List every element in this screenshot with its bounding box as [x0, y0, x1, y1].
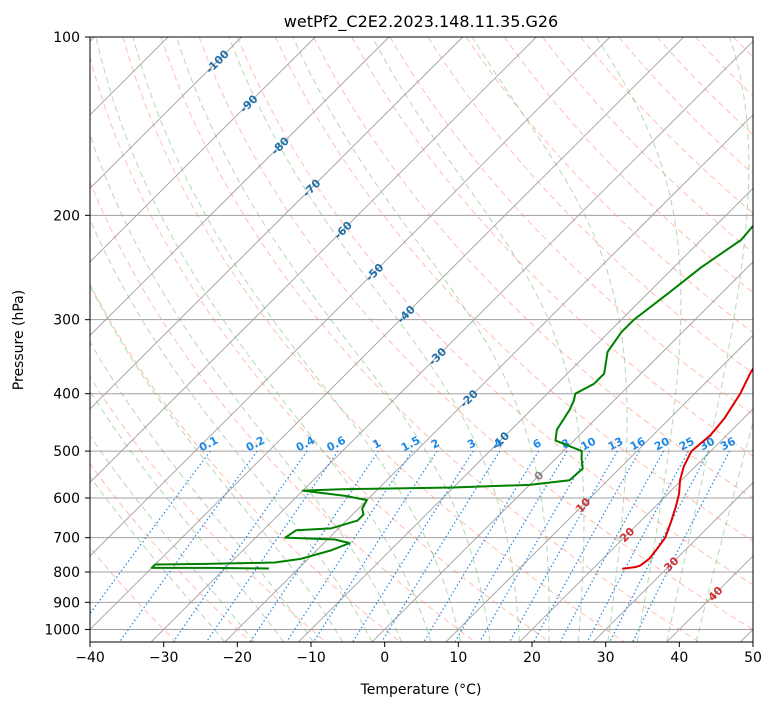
temperature-profile [622, 366, 753, 570]
x-tick-label: 0 [380, 650, 389, 666]
dry-adiabat [90, 462, 252, 642]
dry-adiabat [236, 37, 753, 586]
moist-adiabat [292, 37, 550, 642]
isotherm [90, 37, 464, 410]
dry-adiabat [90, 375, 326, 642]
moist-adiabat [90, 341, 314, 642]
isotherm [90, 37, 537, 484]
x-tick-label: 10 [449, 650, 467, 666]
dry-adiabat [580, 37, 753, 214]
moist-adiabat [90, 390, 285, 642]
moist-adiabat [90, 284, 344, 642]
isotherm [90, 37, 685, 631]
moist-adiabat [228, 37, 520, 642]
moist-adiabat [471, 37, 628, 642]
moist-adiabat [132, 37, 461, 642]
dry-adiabat [389, 37, 753, 416]
mixing-ratio-line [533, 450, 640, 642]
moist-adiabat [595, 37, 682, 642]
y-axis-label: Pressure (hPa) [11, 290, 27, 390]
x-tick-label: −30 [149, 650, 179, 666]
y-tick-label: 800 [53, 565, 80, 581]
y-tick-label: 300 [53, 313, 80, 329]
x-tick-label: −40 [75, 650, 105, 666]
mixing-ratio-line [352, 450, 474, 642]
dry-adiabat [90, 55, 551, 642]
y-tick-label: 700 [53, 531, 80, 547]
plot-background [90, 37, 753, 642]
y-tick-label: 100 [53, 30, 80, 46]
dry-adiabat [122, 37, 625, 642]
x-tick-label: −10 [296, 650, 326, 666]
isotherm [519, 408, 753, 642]
moist-adiabat [695, 420, 753, 642]
mixing-ratio-line [172, 450, 308, 642]
sounding-series [150, 224, 753, 570]
x-tick-label: −20 [223, 650, 253, 666]
plot-frame [89, 36, 754, 643]
mixing-ratio-label: 10 [579, 435, 599, 454]
moist-adiabat [90, 434, 255, 642]
moist-adiabat [371, 37, 585, 642]
mixing-ratio-line [586, 450, 689, 642]
mixing-ratio-label: 25 [677, 435, 697, 454]
mixing-ratio-label: 36 [718, 435, 738, 454]
mixing-ratio-line [479, 450, 591, 642]
mixing-ratio-line [381, 450, 501, 642]
x-tick-label: 20 [523, 650, 541, 666]
chart-title: wetPf2_C2E2.2023.148.11.35.G26 [284, 12, 558, 32]
isotherm [445, 334, 753, 642]
mixing-ratio-line [423, 450, 540, 642]
skewed-isotherms [90, 37, 753, 642]
dry-adiabat [90, 180, 476, 642]
moist-adiabat [90, 218, 373, 642]
y-tick-label: 200 [53, 208, 80, 224]
mixing-ratio-label: 13 [606, 435, 626, 454]
x-tick-label: 40 [670, 650, 688, 666]
isotherm [224, 114, 753, 642]
dry-adiabat [542, 37, 753, 254]
isotherm [90, 37, 316, 263]
dry-adiabat [90, 283, 401, 642]
dry-adiabat [198, 37, 753, 631]
y-tick-label: 900 [53, 595, 80, 611]
moist-adiabat [666, 37, 750, 642]
mixing-ratio-line [205, 450, 339, 642]
dry-adiabat [427, 37, 753, 374]
moist-adiabats [90, 37, 753, 642]
x-axis-label: Temperature (°C) [360, 682, 482, 698]
mixing-ratio-label: 20 [652, 435, 672, 454]
y-axis-ticks: 100 200 300 400 500 600 700 800 900 1000 [44, 30, 90, 638]
mixing-ratio-line [559, 450, 665, 642]
mixing-ratio-line [509, 450, 618, 642]
isotherm [298, 187, 753, 642]
isotherm [90, 37, 243, 190]
dewpoint-profile [150, 224, 753, 570]
y-tick-label: 600 [53, 491, 80, 507]
y-tick-label: 500 [53, 444, 80, 460]
mixing-ratio-line [118, 450, 258, 642]
x-tick-label: 50 [744, 650, 762, 666]
moist-adiabat [90, 475, 226, 642]
y-tick-label: 1000 [44, 622, 80, 638]
x-axis-ticks: −40 −30 −20 −10 0 10 20 30 40 50 [75, 642, 762, 666]
dry-adiabat [313, 37, 753, 499]
moist-adiabat [95, 37, 432, 642]
mixing-ratio-label: 30 [697, 435, 717, 454]
isotherm [90, 37, 611, 557]
isotherm [592, 481, 753, 642]
isotherm [150, 40, 753, 642]
mixing-ratio-label: 16 [628, 435, 648, 454]
dry-adiabat [160, 37, 700, 642]
y-tick-label: 400 [53, 387, 80, 403]
isotherm [371, 261, 753, 642]
isotherm [90, 37, 390, 337]
x-tick-label: 30 [597, 650, 615, 666]
